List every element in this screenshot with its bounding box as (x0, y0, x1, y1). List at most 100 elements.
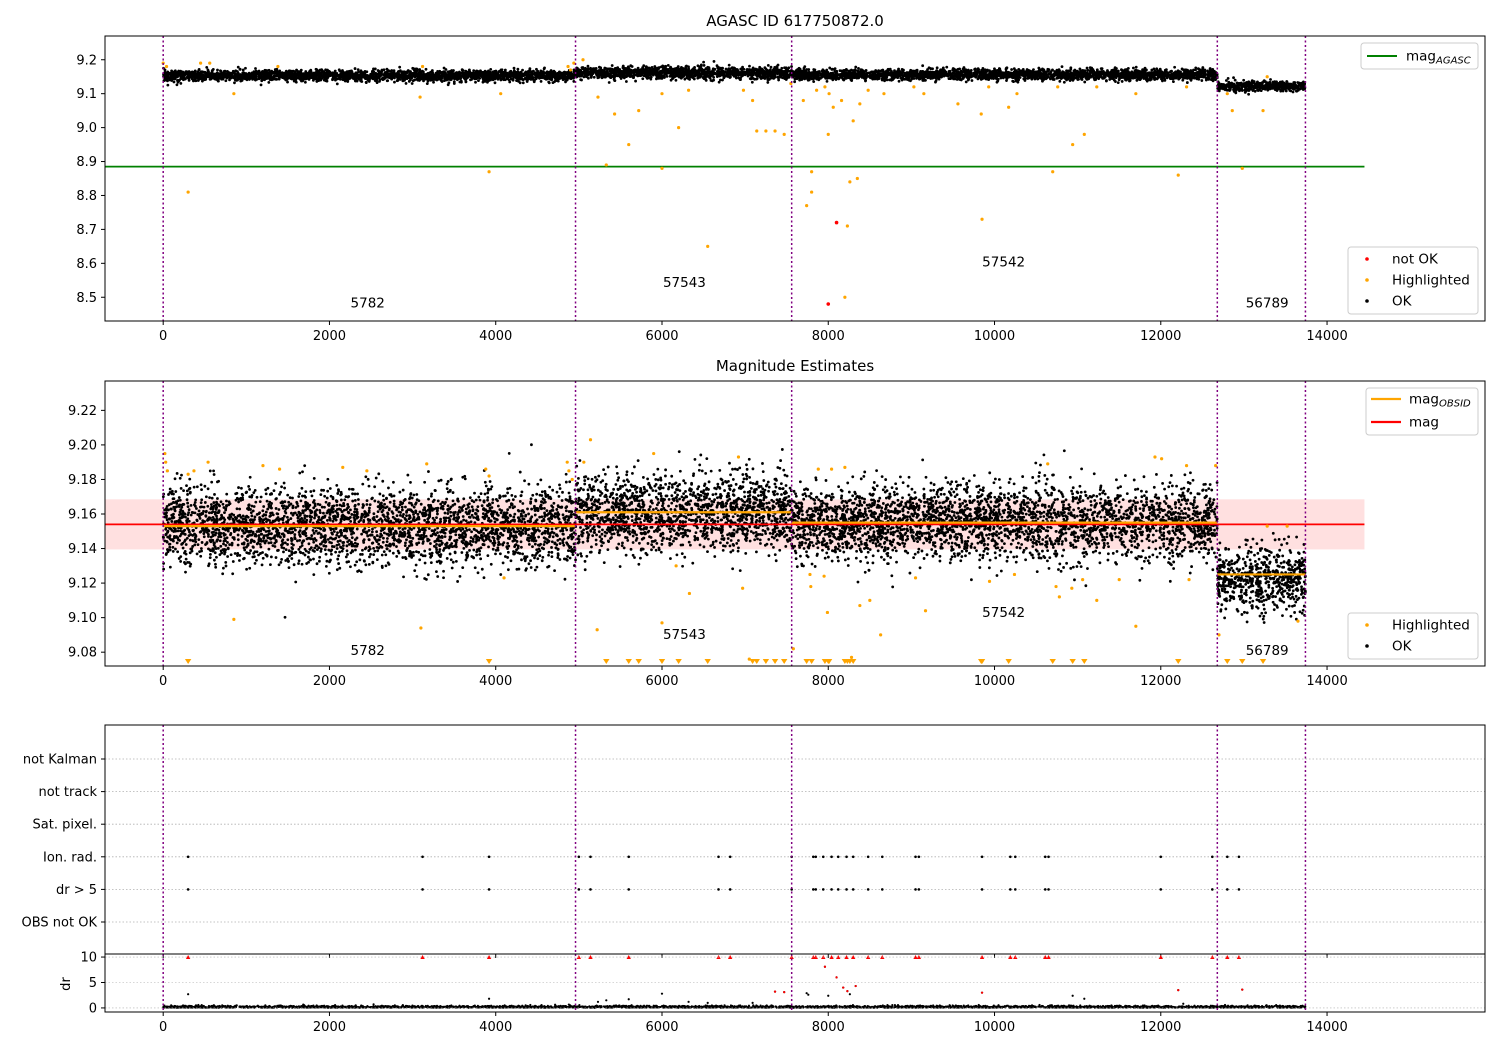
ok-point (626, 73, 629, 76)
ok-point (772, 77, 775, 80)
ok-point (603, 69, 606, 72)
ok-point (293, 79, 296, 82)
ok-point (629, 73, 632, 76)
ok-point (194, 73, 197, 76)
ok-point (739, 76, 742, 79)
ok-point (610, 72, 613, 75)
ok-point (360, 69, 363, 72)
ok-point (1181, 79, 1184, 82)
ok-point (179, 82, 182, 85)
ok-point (826, 80, 829, 83)
ok-point (344, 80, 347, 83)
ok-point (483, 75, 486, 78)
ok-point (608, 81, 611, 84)
ok-point (217, 79, 220, 82)
ok-point (641, 67, 644, 70)
ok-point (441, 71, 444, 74)
ok-point (275, 68, 278, 71)
ok-point (334, 70, 337, 73)
ok-point (634, 80, 637, 83)
ok-point (706, 66, 709, 69)
ok-point (325, 72, 328, 75)
ok-point (382, 73, 385, 76)
ok-point (314, 73, 317, 76)
ok-point (641, 71, 644, 74)
ok-point (632, 76, 635, 79)
ok-point (251, 76, 254, 79)
ok-point (237, 66, 240, 69)
ok-point (485, 79, 488, 82)
ok-point (713, 60, 716, 63)
ok-point (565, 79, 568, 82)
ok-point (290, 77, 293, 80)
ok-point (553, 73, 556, 76)
ok-point (729, 76, 732, 79)
ok-point (788, 76, 791, 79)
ok-point (203, 78, 206, 81)
ok-point (465, 77, 468, 80)
ok-point (663, 66, 666, 69)
ok-point (465, 74, 468, 77)
ok-point (295, 76, 298, 79)
ok-point (354, 75, 357, 78)
ok-point (772, 73, 775, 76)
ok-point (268, 69, 271, 72)
ok-point (698, 65, 701, 68)
ok-point (595, 67, 598, 70)
ok-point (659, 77, 662, 80)
ok-point (543, 67, 546, 70)
ok-point (314, 77, 317, 80)
ok-point (417, 73, 420, 76)
ok-point (489, 68, 492, 71)
ok-point (719, 71, 722, 74)
ok-point (435, 72, 438, 75)
ok-point (611, 68, 614, 71)
ok-point (747, 69, 750, 72)
ok-point (173, 71, 176, 74)
ok-point (335, 75, 338, 78)
ok-point (169, 75, 172, 78)
ok-point (610, 76, 613, 79)
ok-point (259, 75, 262, 78)
ok-point (613, 79, 616, 82)
ok-point (279, 75, 282, 78)
ok-point (326, 69, 329, 72)
ok-point (710, 74, 713, 77)
ok-point (633, 73, 636, 76)
ok-point (254, 79, 257, 82)
ok-point (626, 67, 629, 70)
ok-point (290, 72, 293, 75)
ok-point (398, 66, 401, 69)
ok-point (432, 81, 435, 84)
ok-point (426, 82, 429, 85)
ok-point (272, 72, 275, 75)
ok-point (372, 68, 375, 71)
ok-point (338, 70, 341, 73)
ok-point (752, 74, 755, 77)
ok-point (254, 67, 257, 70)
panel-title-agasc: AGASC ID 617750872.0 (706, 12, 884, 30)
ok-point (691, 70, 694, 73)
ok-point (751, 81, 754, 84)
ok-point (190, 71, 193, 74)
ok-point (521, 69, 524, 72)
ok-point (343, 76, 346, 79)
ok-point (516, 71, 519, 74)
ok-point (611, 64, 614, 67)
ok-point (220, 78, 223, 81)
ok-point (225, 73, 228, 76)
ok-point (641, 77, 644, 80)
ok-point (686, 75, 689, 78)
ok-point (427, 80, 430, 83)
ok-point (378, 80, 381, 83)
ok-point (283, 76, 286, 79)
ok-point (621, 73, 624, 76)
ok-point (173, 81, 176, 84)
ok-point (516, 68, 519, 71)
ok-point (445, 76, 448, 79)
ok-point (224, 79, 227, 82)
ok-point (776, 66, 779, 69)
ok-point (414, 75, 417, 78)
ok-point (706, 72, 709, 75)
ok-point (622, 76, 625, 79)
